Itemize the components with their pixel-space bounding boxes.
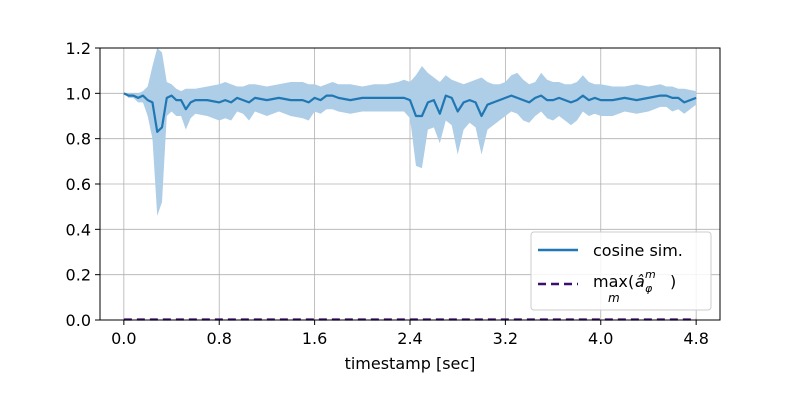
- x-tick-label: 0.0: [111, 329, 136, 348]
- y-tick-label: 1.0: [66, 84, 91, 103]
- x-tick-label: 4.8: [683, 329, 708, 348]
- legend-a-superscript: m: [645, 268, 656, 281]
- confidence-band: [123, 48, 697, 216]
- y-tick-label: 1.2: [66, 39, 91, 58]
- legend-label-max-a: max m ( â φ m ): [593, 268, 676, 305]
- x-axis-ticks: 0.0 0.8 1.6 2.4 3.2 4.0 4.8: [111, 320, 709, 348]
- legend-box: [530, 231, 712, 311]
- legend-paren-close: ): [670, 272, 676, 291]
- x-tick-label: 4.0: [588, 329, 613, 348]
- legend-a-hat: â: [635, 272, 645, 291]
- x-tick-label: 3.2: [493, 329, 518, 348]
- y-axis-ticks: 0.0 0.2 0.4 0.6 0.8 1.0 1.2: [66, 39, 100, 330]
- legend-a-subscript: φ: [645, 282, 653, 295]
- x-tick-label: 1.6: [302, 329, 327, 348]
- legend-paren-open: (: [628, 272, 634, 291]
- y-tick-label: 0.4: [66, 220, 91, 239]
- legend-max-subscript: m: [608, 291, 620, 305]
- x-tick-label: 2.4: [397, 329, 422, 348]
- x-axis-title: timestamp [sec]: [345, 354, 476, 373]
- x-tick-label: 0.8: [207, 329, 232, 348]
- cosine-sim-line: [123, 92, 697, 133]
- legend[interactable]: cosine sim. max m ( â φ m ): [530, 231, 712, 311]
- y-tick-label: 0.2: [66, 266, 91, 285]
- legend-label-cosine-sim: cosine sim.: [593, 241, 683, 260]
- y-tick-label: 0.8: [66, 130, 91, 149]
- y-tick-label: 0.0: [66, 311, 91, 330]
- y-tick-label: 0.6: [66, 175, 91, 194]
- cosine-sim-band: [123, 48, 697, 216]
- legend-max-text: max: [593, 272, 628, 291]
